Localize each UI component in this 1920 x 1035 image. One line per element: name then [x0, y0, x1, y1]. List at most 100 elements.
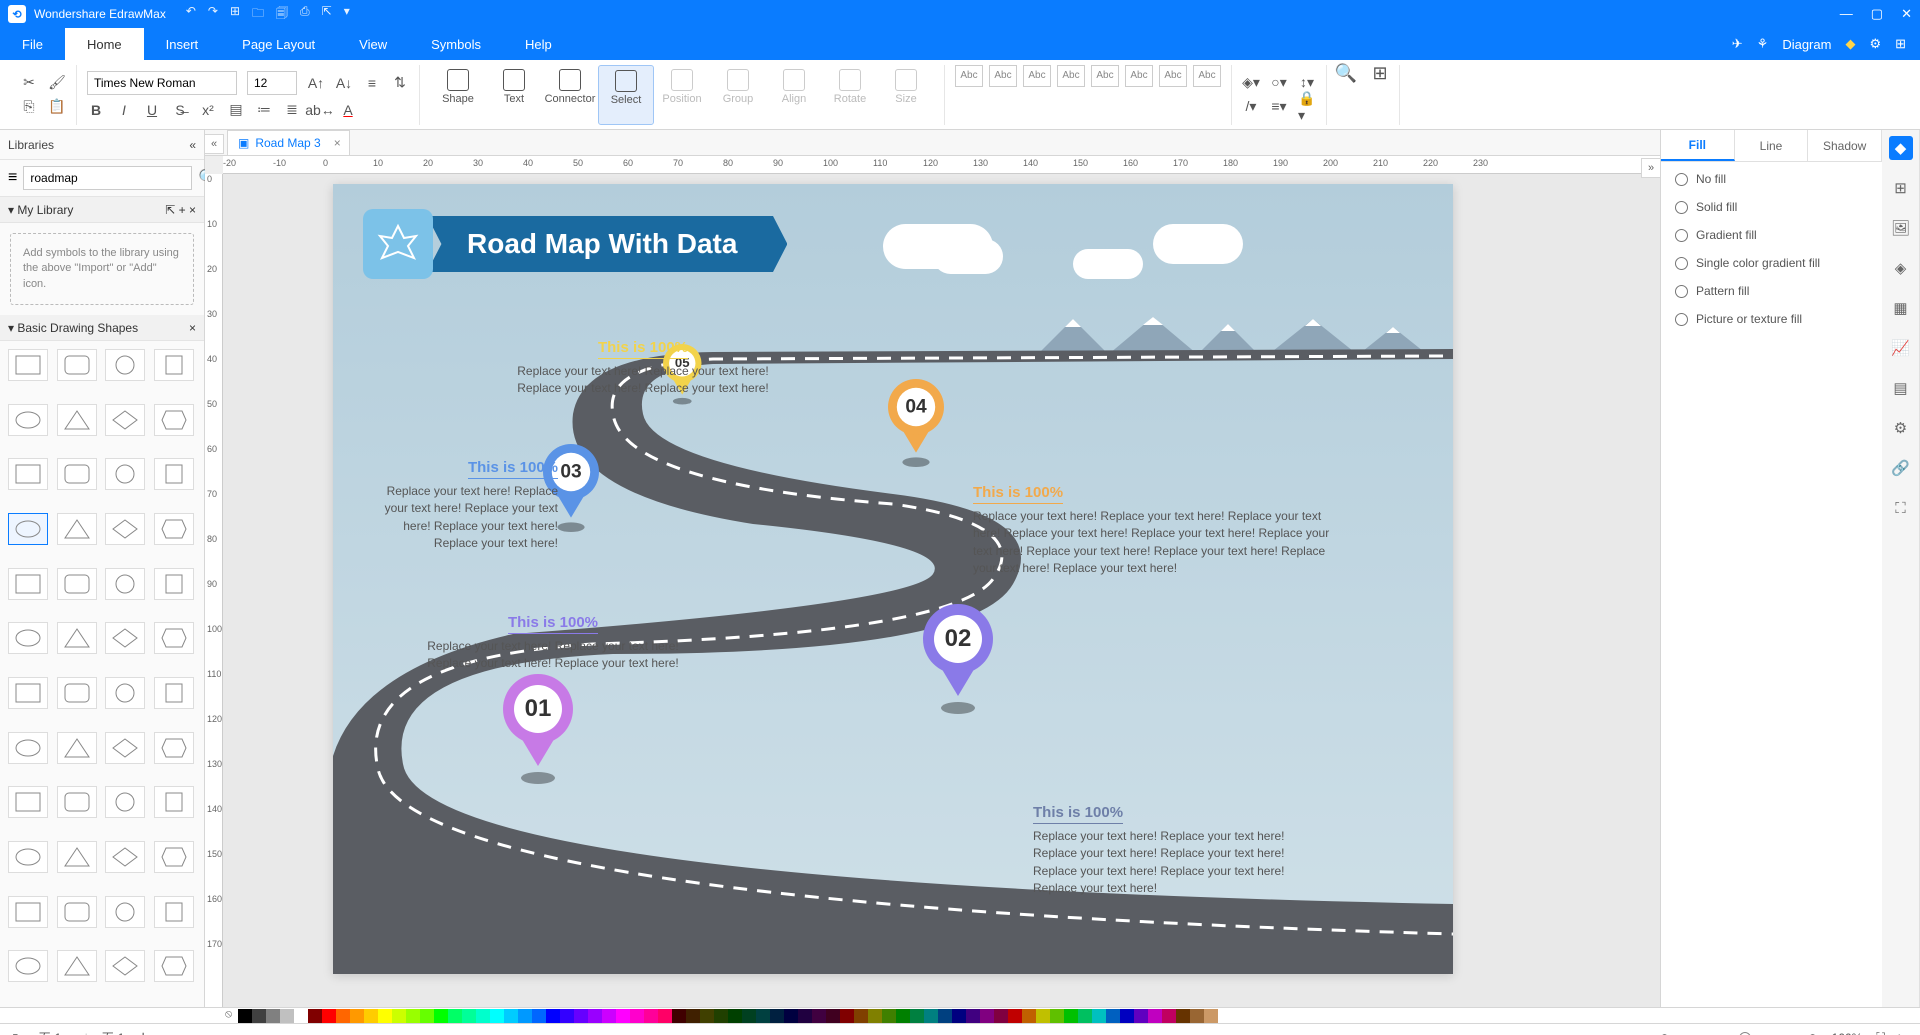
grid-icon[interactable]: ⊞	[1895, 36, 1906, 52]
roadmap-pin-04[interactable]: 04	[888, 379, 944, 467]
color-swatch[interactable]	[784, 1009, 798, 1023]
theme-swatch[interactable]: Abc	[989, 65, 1017, 87]
shape-stencil[interactable]	[57, 404, 97, 436]
open-icon[interactable]: 🗀	[252, 4, 264, 25]
shape-format-icon[interactable]: ◆	[1889, 136, 1913, 160]
search-icon[interactable]: 🔍	[1337, 65, 1355, 83]
theme-swatch[interactable]: Abc	[1159, 65, 1187, 87]
color-swatch[interactable]	[588, 1009, 602, 1023]
shape-stencil[interactable]	[57, 841, 97, 873]
roadmap-callout[interactable]: This is 100%Replace your text here! Repl…	[383, 459, 558, 553]
color-swatch[interactable]	[658, 1009, 672, 1023]
close-icon[interactable]: ✕	[1901, 6, 1912, 22]
format-painter-icon[interactable]: 🖌	[48, 74, 66, 92]
zoom-level[interactable]: 100%	[1832, 1031, 1863, 1035]
mylib-close-icon[interactable]: ×	[189, 203, 196, 217]
presentation-icon[interactable]: ▶	[1899, 1031, 1908, 1035]
print-icon[interactable]: ⎙	[300, 4, 310, 25]
color-swatch[interactable]	[1008, 1009, 1022, 1023]
basic-shapes-close-icon[interactable]: ×	[189, 321, 196, 335]
color-swatch[interactable]	[910, 1009, 924, 1023]
menu-tab-view[interactable]: View	[337, 28, 409, 60]
color-swatch[interactable]	[448, 1009, 462, 1023]
mylib-add-icon[interactable]: +	[179, 203, 186, 217]
page-setup-icon[interactable]: ▦	[1889, 296, 1913, 320]
color-swatch[interactable]	[686, 1009, 700, 1023]
color-swatch[interactable]	[252, 1009, 266, 1023]
layers-icon[interactable]: ◈	[1889, 256, 1913, 280]
color-swatch[interactable]	[1050, 1009, 1064, 1023]
color-swatch[interactable]	[938, 1009, 952, 1023]
shape-stencil[interactable]	[154, 677, 194, 709]
send-icon[interactable]: ✈	[1732, 36, 1743, 52]
line-weight-icon[interactable]: ≡▾	[1270, 98, 1288, 116]
roadmap-callout[interactable]: This is 100%Replace your text here! Repl…	[513, 339, 773, 398]
font-color-icon[interactable]: A	[339, 101, 357, 119]
color-swatch[interactable]	[994, 1009, 1008, 1023]
shape-tool-button[interactable]: Shape	[430, 65, 486, 125]
color-swatch[interactable]	[504, 1009, 518, 1023]
color-swatch[interactable]	[476, 1009, 490, 1023]
add-page-button[interactable]: +	[138, 1029, 147, 1035]
image-icon[interactable]: 🖼	[1889, 216, 1913, 240]
shape-stencil[interactable]	[154, 732, 194, 764]
theme-swatch[interactable]: Abc	[1057, 65, 1085, 87]
document-tab-close-icon[interactable]: ×	[334, 136, 341, 150]
line-style-icon[interactable]: /▾	[1242, 98, 1260, 116]
align-left-icon[interactable]: ≡	[363, 74, 381, 92]
shape-stencil[interactable]	[154, 786, 194, 818]
shape-stencil[interactable]	[154, 349, 194, 381]
export-icon[interactable]: ⇱	[322, 4, 332, 25]
qat-more-icon[interactable]: ▾	[344, 4, 350, 25]
zoom-in-icon[interactable]: ⊕	[1808, 1031, 1818, 1035]
roadmap-pin-02[interactable]: 02	[923, 604, 993, 714]
options-icon[interactable]: ⚙	[1869, 36, 1881, 52]
decrease-font-icon[interactable]: A↓	[335, 74, 353, 92]
diagram-label[interactable]: Diagram	[1782, 37, 1831, 52]
copy-icon[interactable]: ⎘	[20, 98, 38, 116]
shape-stencil[interactable]	[57, 349, 97, 381]
color-swatch[interactable]	[1106, 1009, 1120, 1023]
shape-stencil[interactable]	[8, 677, 48, 709]
color-swatch[interactable]	[742, 1009, 756, 1023]
fill-option[interactable]: Pattern fill	[1675, 284, 1868, 298]
fullscreen-icon[interactable]: ⛶	[1889, 496, 1913, 520]
shape-stencil[interactable]	[154, 568, 194, 600]
shape-stencil[interactable]	[8, 404, 48, 436]
shape-stencil[interactable]	[8, 349, 48, 381]
redo-icon[interactable]: ↷	[208, 4, 218, 25]
color-swatch[interactable]	[1176, 1009, 1190, 1023]
color-swatch[interactable]	[770, 1009, 784, 1023]
mylib-import-icon[interactable]: ⇱	[165, 203, 175, 217]
line-spacing-icon[interactable]: ⇅	[391, 74, 409, 92]
fill-option[interactable]: No fill	[1675, 172, 1868, 186]
menu-tab-help[interactable]: Help	[503, 28, 574, 60]
shape-stencil[interactable]	[105, 568, 145, 600]
color-swatch[interactable]	[1204, 1009, 1218, 1023]
color-swatch[interactable]	[854, 1009, 868, 1023]
shape-stencil[interactable]	[105, 732, 145, 764]
shape-stencil[interactable]	[8, 950, 48, 982]
shape-stencil[interactable]	[8, 786, 48, 818]
color-swatch[interactable]	[266, 1009, 280, 1023]
superscript-icon[interactable]: x²	[199, 101, 217, 119]
shape-stencil[interactable]	[57, 568, 97, 600]
color-swatch[interactable]	[924, 1009, 938, 1023]
chart-icon[interactable]: 📈	[1889, 336, 1913, 360]
share-icon[interactable]: ⚘	[1757, 36, 1769, 52]
color-swatch[interactable]	[1022, 1009, 1036, 1023]
color-swatch[interactable]	[364, 1009, 378, 1023]
color-swatch[interactable]	[980, 1009, 994, 1023]
paste-icon[interactable]: 📋	[48, 98, 66, 116]
shape-stencil[interactable]	[154, 622, 194, 654]
shape-stencil[interactable]	[57, 732, 97, 764]
theme-swatch[interactable]: Abc	[1091, 65, 1119, 87]
italic-icon[interactable]: I	[115, 101, 133, 119]
color-swatch[interactable]	[882, 1009, 896, 1023]
font-family-combo[interactable]	[87, 71, 237, 95]
menu-tab-file[interactable]: File	[0, 28, 65, 60]
color-swatch[interactable]	[1148, 1009, 1162, 1023]
color-swatch[interactable]	[1120, 1009, 1134, 1023]
color-swatch[interactable]	[420, 1009, 434, 1023]
text-direction-icon[interactable]: ab↔	[311, 101, 329, 119]
